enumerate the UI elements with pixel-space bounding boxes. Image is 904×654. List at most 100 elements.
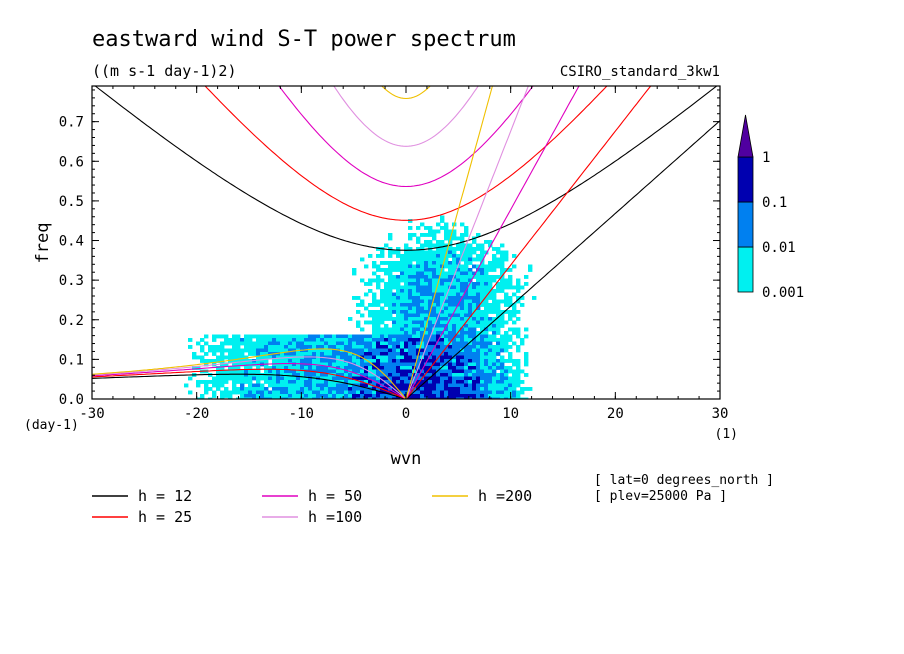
- power-cell: [292, 362, 297, 367]
- power-cell: [420, 299, 425, 304]
- power-cell: [460, 338, 465, 342]
- power-cell: [356, 369, 361, 374]
- power-cell: [452, 327, 457, 332]
- power-cell: [452, 324, 457, 328]
- power-cell: [200, 394, 205, 398]
- power-cell: [372, 292, 377, 297]
- power-cell: [416, 313, 421, 318]
- power-cell: [376, 327, 381, 332]
- power-cell: [412, 271, 417, 276]
- power-cell: [468, 324, 473, 328]
- power-cell: [384, 383, 389, 388]
- power-cell: [456, 341, 461, 346]
- power-cell: [440, 338, 445, 342]
- power-cell: [496, 303, 501, 307]
- power-cell: [464, 348, 469, 353]
- power-cell: [480, 317, 485, 321]
- power-cell: [316, 387, 321, 391]
- power-cell: [440, 261, 445, 265]
- power-cell: [332, 334, 337, 339]
- power-cell: [368, 254, 373, 258]
- power-cell: [512, 310, 517, 314]
- power-cell: [384, 355, 389, 360]
- power-cell: [480, 366, 485, 370]
- power-cell: [392, 285, 397, 290]
- power-cell: [372, 296, 377, 300]
- power-cell: [456, 327, 461, 332]
- power-cell: [364, 306, 369, 311]
- power-cell: [260, 355, 265, 360]
- power-cell: [396, 362, 401, 367]
- power-cell: [388, 275, 393, 279]
- power-cell: [460, 373, 465, 377]
- power-cell: [388, 362, 393, 367]
- power-cell: [328, 341, 333, 346]
- power-cell: [244, 334, 249, 339]
- power-cell: [260, 390, 265, 395]
- power-cell: [340, 352, 345, 356]
- power-cell: [268, 369, 273, 374]
- power-cell: [500, 345, 505, 349]
- power-cell: [440, 324, 445, 328]
- power-cell: [480, 264, 485, 269]
- power-cell: [480, 390, 485, 395]
- power-cell: [412, 348, 417, 353]
- power-cell: [304, 383, 309, 388]
- power-cell: [400, 383, 405, 388]
- power-cell: [408, 310, 413, 314]
- power-cell: [272, 338, 277, 342]
- power-cell: [416, 250, 421, 255]
- power-cell: [392, 345, 397, 349]
- power-cell: [496, 299, 501, 304]
- power-cell: [516, 390, 521, 395]
- power-cell: [412, 380, 417, 384]
- power-cell: [468, 268, 473, 272]
- power-cell: [452, 331, 457, 335]
- power-cell: [372, 338, 377, 342]
- power-cell: [472, 264, 477, 269]
- power-cell: [448, 352, 453, 356]
- power-cell: [300, 397, 305, 399]
- power-cell: [312, 359, 317, 363]
- power-cell: [380, 362, 385, 367]
- power-cell: [372, 310, 377, 314]
- power-cell: [204, 352, 209, 356]
- power-cell: [352, 397, 357, 399]
- power-cell: [408, 275, 413, 279]
- power-cell: [452, 320, 457, 325]
- power-cell: [396, 275, 401, 279]
- power-cell: [468, 320, 473, 325]
- power-cell: [444, 313, 449, 318]
- power-cell: [292, 341, 297, 346]
- power-cell: [420, 383, 425, 388]
- power-cell: [348, 373, 353, 377]
- power-cell: [408, 348, 413, 353]
- power-cell: [460, 268, 465, 272]
- power-cell: [184, 383, 189, 388]
- power-cell: [320, 338, 325, 342]
- power-cell: [524, 355, 529, 360]
- power-cell: [228, 373, 233, 377]
- power-cell: [388, 397, 393, 399]
- power-cell: [416, 271, 421, 276]
- power-cell: [300, 383, 305, 388]
- power-cell: [496, 387, 501, 391]
- power-cell: [352, 271, 357, 276]
- power-cell: [304, 390, 309, 395]
- power-cell: [392, 303, 397, 307]
- power-cell: [404, 299, 409, 304]
- power-cell: [332, 383, 337, 388]
- power-cell: [228, 348, 233, 353]
- power-cell: [424, 306, 429, 311]
- power-cell: [416, 285, 421, 290]
- power-cell: [264, 334, 269, 339]
- power-cell: [216, 387, 221, 391]
- power-cell: [276, 355, 281, 360]
- power-cell: [376, 268, 381, 272]
- power-cell: [472, 369, 477, 374]
- power-cell: [364, 292, 369, 297]
- power-cell: [480, 376, 485, 381]
- power-cell: [476, 334, 481, 339]
- power-cell: [360, 397, 365, 399]
- power-cell: [224, 369, 229, 374]
